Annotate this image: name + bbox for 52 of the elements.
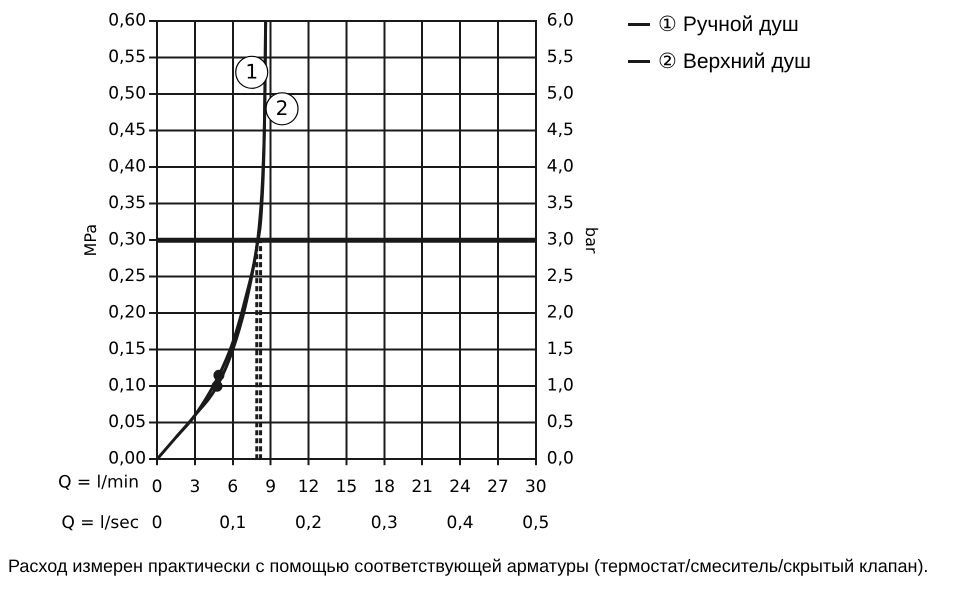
x-tick-label: 18 [373,476,396,497]
y-tick-label: 0,05 [108,412,146,432]
x2-tick-label: 0,1 [219,513,246,534]
x-tick-label: 27 [487,476,509,497]
y-tick-label: 0,40 [108,156,146,177]
x2-tick-label: 0,5 [522,513,550,534]
x-tick-label: 21 [411,476,433,497]
x2-axis-title: Q = l/sec [62,513,140,534]
y2-tick-label: 5,5 [546,47,574,68]
y-tick-label: 0,20 [108,302,146,323]
legend-label: ② Верхний душ [658,49,811,74]
text: Расход измерен практически с помощью соответствующей арматуры (термостат/смеситель/скрытый клапан). [8,555,930,578]
y2-tick-label: 5,0 [546,84,574,104]
x2-tick-label: 0,4 [446,513,474,534]
x-tick-label: 12 [298,476,320,497]
y2-tick-label: 1,5 [546,339,574,360]
x-tick-label: 0 [152,476,162,497]
y-tick-label: 0,25 [108,266,146,286]
annotation: 2 [276,96,288,120]
x-tick-label: 30 [524,476,547,497]
y-tick-label: 0,60 [108,10,146,31]
x-tick-label: 6 [227,476,238,497]
y-tick-label: 0,55 [108,47,146,68]
y2-tick-label: 3,5 [546,193,574,214]
annotation: 1 [245,60,258,84]
y2-tick-label: 0,5 [546,412,574,432]
y2-tick-label: 2,0 [546,302,574,323]
y-tick-label: 0,30 [108,230,146,250]
x-tick-label: 3 [190,476,200,497]
x2-tick-label: 0,3 [370,513,398,534]
y-tick-label: 0,15 [108,339,146,360]
y2-tick-label: 0,0 [546,448,574,469]
y-tick-label: 0,35 [108,193,146,214]
x-tick-label: 9 [265,476,276,497]
x2-tick-label: 0 [152,513,162,534]
y2-axis-title: bar [582,226,602,254]
y-axis-title: MPa [80,224,100,256]
y2-tick-label: 6,0 [546,10,574,31]
y2-tick-label: 4,5 [546,120,574,140]
y2-tick-label: 2,5 [546,266,574,286]
y2-tick-label: 1,0 [546,376,574,396]
x-tick-label: 15 [336,476,358,497]
y-tick-label: 0,50 [108,84,146,104]
y-tick-label: 0,45 [108,120,146,140]
x-tick-label: 24 [449,476,471,497]
y2-tick-label: 4,0 [546,156,574,177]
y2-tick-label: 3,0 [546,230,574,250]
y-tick-label: 0,10 [108,376,146,396]
x2-tick-label: 0,2 [295,513,322,534]
x-axis-title: Q = l/min [58,472,140,493]
y-tick-label: 0,00 [108,448,146,469]
legend-label: ① Ручной душ [658,12,799,37]
